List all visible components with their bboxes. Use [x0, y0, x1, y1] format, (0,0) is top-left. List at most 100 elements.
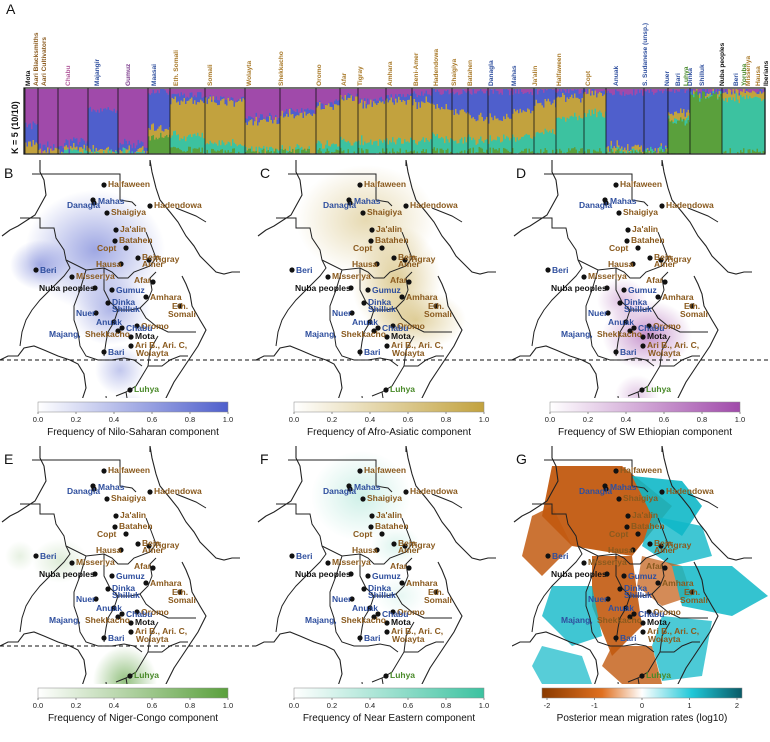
population-label: Oromo: [316, 64, 323, 86]
admixture-bar-segment: [221, 99, 224, 141]
admixture-bar-segment: [255, 146, 258, 152]
map-population-label: Shilluk: [112, 590, 140, 600]
admixture-bar-segment: [628, 150, 631, 153]
admixture-bar-segment: [35, 124, 38, 143]
admixture-bar-segment: [708, 96, 710, 99]
admixture-bar-segment: [644, 150, 646, 154]
admixture-bar-segment: [681, 112, 684, 120]
admixture-bar-segment: [389, 100, 391, 141]
admixture-bar-segment: [416, 144, 419, 152]
admixture-bar-segment: [687, 115, 690, 121]
admixture-bar-segment: [296, 149, 299, 154]
admixture-bar-segment: [235, 102, 237, 145]
admixture-bar-segment: [672, 89, 675, 116]
admixture-bar-segment: [622, 91, 625, 151]
admixture-bar-segment: [441, 94, 443, 108]
admixture-bar-segment: [410, 93, 412, 97]
admixture-bar-segment: [157, 128, 159, 140]
admixture-bar-segment: [478, 89, 481, 92]
admixture-bar-segment: [337, 105, 339, 147]
admixture-bar-segment: [356, 141, 359, 154]
admixture-bar-segment: [422, 95, 425, 103]
admixture-bar-segment: [25, 142, 27, 154]
admixture-bar-segment: [295, 89, 297, 113]
admixture-bar-segment: [152, 135, 155, 154]
admixture-bar-segment: [236, 146, 239, 154]
admixture-bar-segment: [53, 89, 55, 145]
admixture-bar-segment: [325, 104, 327, 146]
admixture-bar-segment: [235, 144, 237, 154]
admixture-bar-segment: [368, 142, 371, 154]
admixture-bar-segment: [188, 146, 190, 154]
migration-surface: [652, 616, 712, 681]
admixture-bar-segment: [352, 89, 354, 97]
admixture-bar-segment: [110, 110, 113, 150]
admixture-bar-segment: [217, 150, 219, 154]
admixture-bar-segment: [320, 89, 323, 104]
admixture-bar-segment: [669, 121, 672, 154]
admixture-bar-segment: [44, 150, 46, 154]
admixture-bar-segment: [308, 89, 311, 111]
admixture-bar-segment: [752, 90, 754, 99]
admixture-bar-segment: [170, 137, 172, 148]
colorbar-tick: 0.2: [71, 415, 81, 424]
population-dot: [627, 614, 633, 620]
admixture-bar-segment: [483, 152, 485, 154]
map-population-label: Beri: [296, 265, 313, 275]
admixture-bar-segment: [245, 152, 247, 154]
admixture-bar-segment: [155, 137, 158, 154]
admixture-bar-segment: [528, 93, 531, 110]
admixture-bar-segment: [640, 145, 643, 153]
admixture-bar-segment: [383, 103, 386, 140]
admixture-bar-segment: [731, 89, 733, 93]
admixture-bar-segment: [382, 148, 384, 154]
admixture-bar-segment: [346, 99, 348, 143]
admixture-bar-segment: [591, 109, 594, 154]
admixture-bar-segment: [631, 150, 634, 154]
map-population-label: Somali: [680, 595, 708, 605]
admixture-bar-segment: [230, 145, 233, 153]
admixture-bar-segment: [88, 147, 90, 153]
admixture-bar-segment: [298, 112, 300, 116]
population-dot: [689, 589, 695, 595]
admixture-bar-segment: [133, 89, 135, 144]
admixture-bar-segment: [442, 89, 445, 95]
admixture-bar-segment: [269, 147, 271, 153]
admixture-bar-segment: [408, 99, 411, 143]
admixture-bar-segment: [192, 134, 195, 149]
admixture-bar-segment: [674, 111, 676, 119]
map-population-label: Nuba peoples: [295, 283, 351, 293]
admixture-bar-segment: [379, 152, 381, 154]
admixture-bar-segment: [588, 149, 591, 154]
admixture-bar-segment: [188, 135, 190, 147]
admixture-bar-segment: [565, 121, 567, 154]
admixture-bar-segment: [486, 89, 488, 91]
admixture-bar-segment: [143, 150, 146, 153]
admixture-bar-segment: [568, 93, 570, 100]
admixture-bar-segment: [556, 117, 558, 150]
admixture-bar-segment: [154, 89, 156, 94]
admixture-bar-segment: [332, 104, 335, 111]
admixture-bar-segment: [229, 142, 231, 153]
admixture-bar-segment: [527, 91, 529, 109]
map-population-label: Tigray: [154, 254, 180, 264]
admixture-bar-segment: [134, 152, 137, 154]
admixture-bar-segment: [215, 151, 218, 154]
admixture-bar-segment: [541, 105, 544, 133]
admixture-bar-segment: [95, 89, 98, 113]
admixture-bar-segment: [152, 89, 155, 90]
map-population-label: Beja: [142, 538, 160, 548]
admixture-bar-segment: [251, 89, 253, 118]
admixture-bar-segment: [425, 149, 428, 154]
admixture-bar-segment: [251, 146, 253, 152]
admixture-bar-segment: [535, 89, 538, 101]
admixture-bar-segment: [361, 135, 363, 149]
admixture-bar-segment: [671, 113, 673, 121]
admixture-bar-segment: [609, 151, 611, 153]
population-dot: [126, 698, 131, 703]
admixture-bar-segment: [154, 139, 156, 154]
admixture-bar-segment: [447, 139, 449, 149]
population-dot: [104, 496, 110, 502]
admixture-bar-segment: [171, 97, 174, 136]
admixture-bar-segment: [597, 151, 600, 154]
